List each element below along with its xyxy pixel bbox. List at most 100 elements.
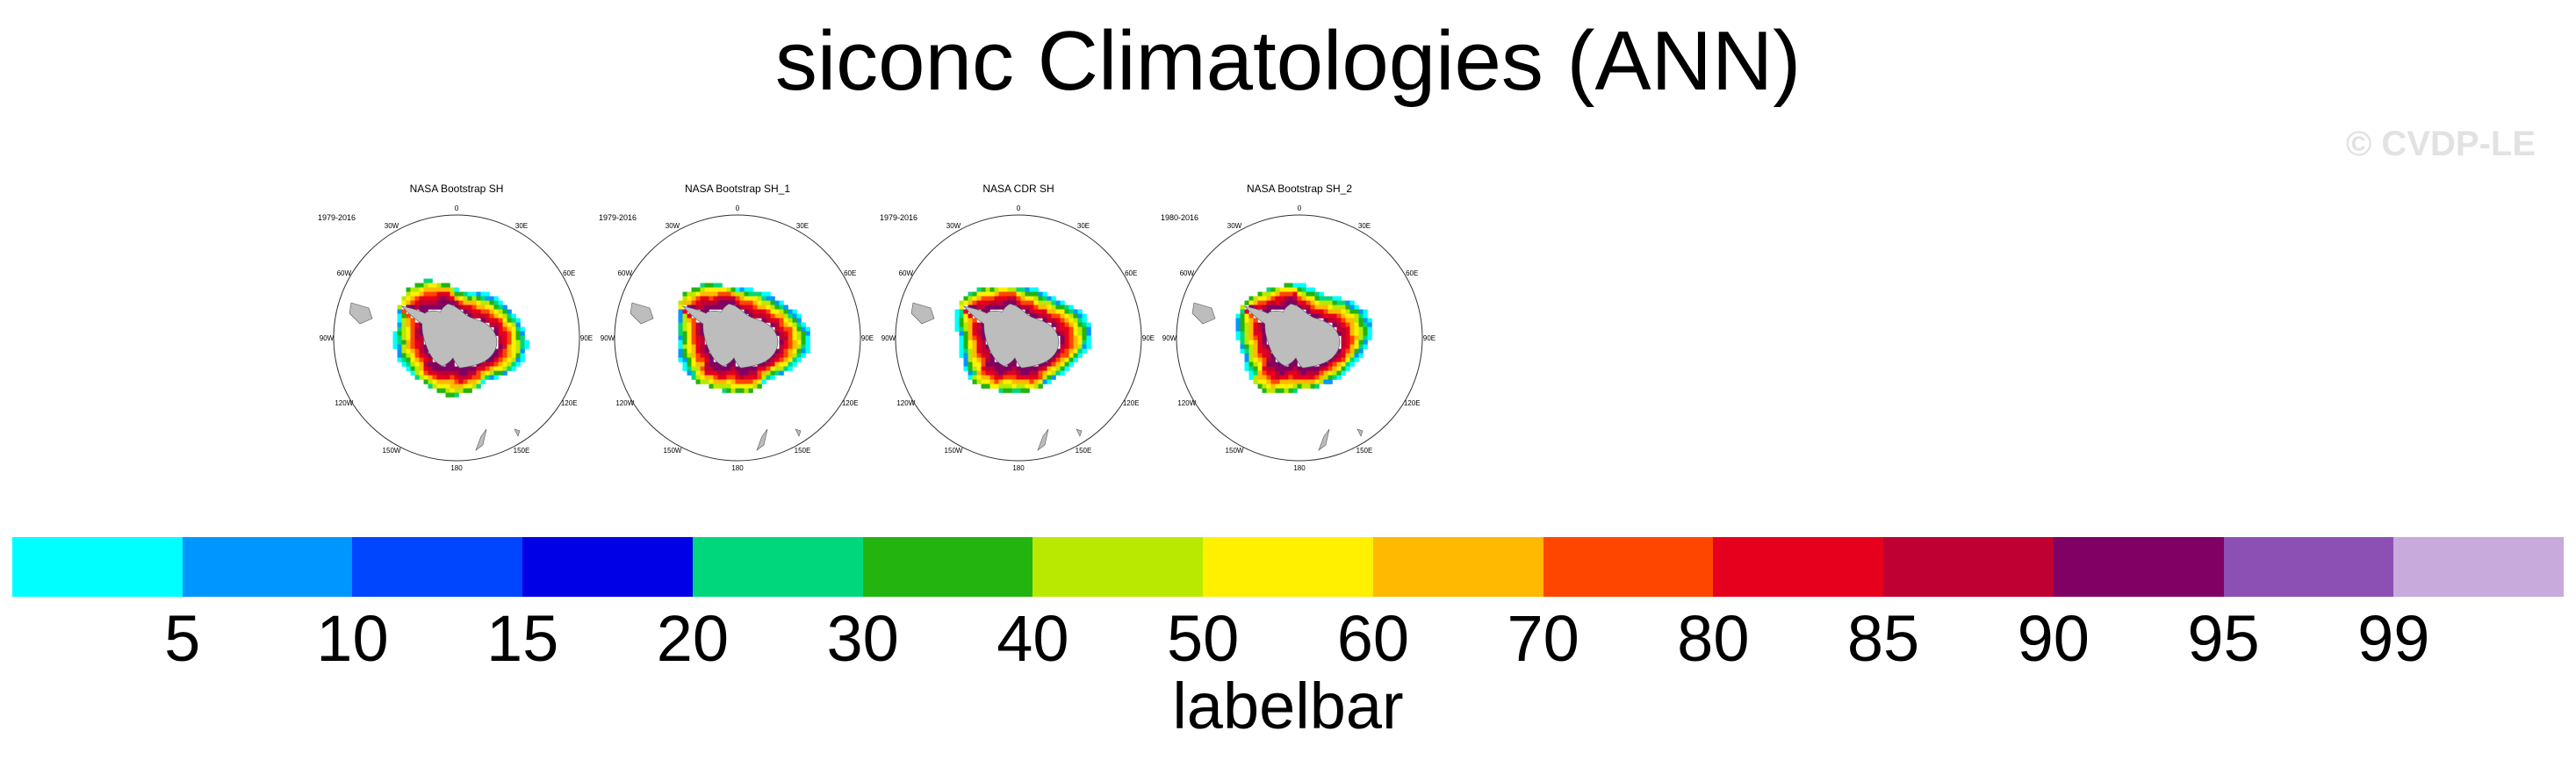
sea-ice-cell (441, 296, 446, 301)
sea-ice-cell (1033, 370, 1039, 376)
sea-ice-cell (1077, 353, 1083, 358)
sea-ice-cell (1020, 291, 1025, 297)
sea-ice-cell (515, 357, 521, 362)
sea-ice-cell (766, 300, 771, 305)
longitude-label: 60W (337, 269, 352, 277)
sea-ice-cell (709, 283, 714, 288)
sea-ice-cell (1262, 300, 1267, 305)
sea-ice-cell (1248, 353, 1254, 358)
sea-ice-cell (1367, 335, 1372, 341)
sea-ice-cell (1314, 370, 1320, 376)
labelbar-swatch (1543, 537, 1714, 597)
sea-ice-cell (507, 357, 512, 362)
labelbar-swatch (1713, 537, 1884, 597)
sea-ice-cell (467, 309, 472, 314)
sea-ice-cell (507, 335, 512, 341)
sea-ice-cell (757, 300, 762, 305)
sea-ice-cell (1064, 309, 1069, 314)
sea-ice-cell (717, 384, 723, 389)
sea-ice-cell (998, 305, 1004, 310)
sea-ice-cell (1069, 335, 1074, 341)
sea-ice-cell (1323, 362, 1328, 367)
sea-ice-cell (1358, 322, 1364, 327)
sea-ice-cell (1341, 340, 1346, 345)
sea-ice-cell (792, 348, 797, 354)
sea-ice-cell (1025, 309, 1030, 314)
sea-ice-cell (691, 335, 696, 341)
sea-ice-cell (441, 388, 446, 393)
sea-ice-cell (1257, 348, 1263, 354)
sea-ice-cell (722, 291, 727, 297)
sea-ice-cell (445, 375, 450, 380)
sea-ice-cell (1341, 300, 1346, 305)
sea-ice-cell (1055, 309, 1061, 314)
sea-ice-cell (480, 379, 486, 384)
sea-ice-cell (1051, 296, 1056, 301)
sea-ice-cell (515, 331, 521, 336)
sea-ice-cell (489, 322, 494, 327)
sea-ice-cell (1248, 318, 1254, 323)
sea-ice-cell (779, 348, 784, 354)
sea-ice-cell (1240, 344, 1245, 349)
sea-ice-cell (511, 344, 516, 349)
sea-ice-cell (726, 375, 731, 380)
sea-ice-cell (432, 296, 437, 301)
sea-ice-cell (414, 348, 420, 354)
sea-ice-cell (788, 326, 793, 332)
sea-ice-cell (1011, 388, 1017, 393)
sea-ice-cell (1248, 357, 1254, 362)
sea-ice-cell (419, 287, 424, 292)
sea-ice-cell (779, 357, 784, 362)
sea-ice-cell (401, 331, 407, 336)
sea-ice-cell (419, 375, 424, 380)
sea-ice-cell (410, 326, 415, 332)
sea-ice-cell (1270, 388, 1276, 393)
labelbar-tick: 90 (2017, 602, 2090, 675)
sea-ice-cell (1248, 335, 1254, 341)
sea-ice-cell (1275, 375, 1280, 380)
sea-ice-cell (1244, 300, 1249, 305)
sea-ice-cell (1025, 375, 1030, 380)
sea-ice-cell (1003, 366, 1008, 371)
sea-ice-cell (678, 300, 683, 305)
sea-ice-cell (985, 300, 990, 305)
sea-ice-cell (502, 348, 507, 354)
sea-ice-cell (428, 384, 433, 389)
sea-ice-cell (1016, 388, 1021, 393)
sea-ice-cell (1055, 313, 1061, 319)
sea-ice-cell (1288, 388, 1293, 393)
longitude-label: 90E (580, 334, 593, 342)
sea-ice-cell (1257, 370, 1263, 376)
sea-ice-cell (687, 305, 692, 310)
sea-ice-cell (1270, 375, 1276, 380)
sea-ice-cell (454, 392, 459, 398)
sea-ice-cell (511, 331, 516, 336)
sea-ice-cell (761, 309, 766, 314)
labelbar-tick: 15 (486, 602, 559, 675)
sea-ice-cell (682, 300, 687, 305)
sea-ice-cell (1284, 379, 1289, 384)
labelbar-swatch (2393, 537, 2565, 597)
sea-ice-cell (515, 322, 521, 327)
sea-ice-cell (1007, 384, 1012, 389)
sea-ice-cell (792, 335, 797, 341)
sea-ice-cell (1025, 388, 1030, 393)
sea-ice-cell (1064, 318, 1069, 323)
sea-ice-cell (1020, 366, 1025, 371)
sea-ice-cell (678, 357, 683, 362)
sea-ice-cell (454, 370, 459, 376)
sea-ice-cell (766, 370, 771, 376)
sea-ice-cell (428, 357, 433, 362)
sea-ice-cell (1354, 340, 1359, 345)
sea-ice-cell (954, 318, 960, 323)
sea-ice-cell (410, 362, 415, 367)
sea-ice-cell (414, 283, 420, 288)
sea-ice-cell (770, 366, 775, 371)
sea-ice-cell (485, 357, 490, 362)
sea-ice-cell (981, 340, 986, 345)
sea-ice-cell (463, 379, 468, 384)
sea-ice-cell (410, 287, 415, 292)
sea-ice-cell (1051, 305, 1056, 310)
sea-ice-cell (1025, 300, 1030, 305)
